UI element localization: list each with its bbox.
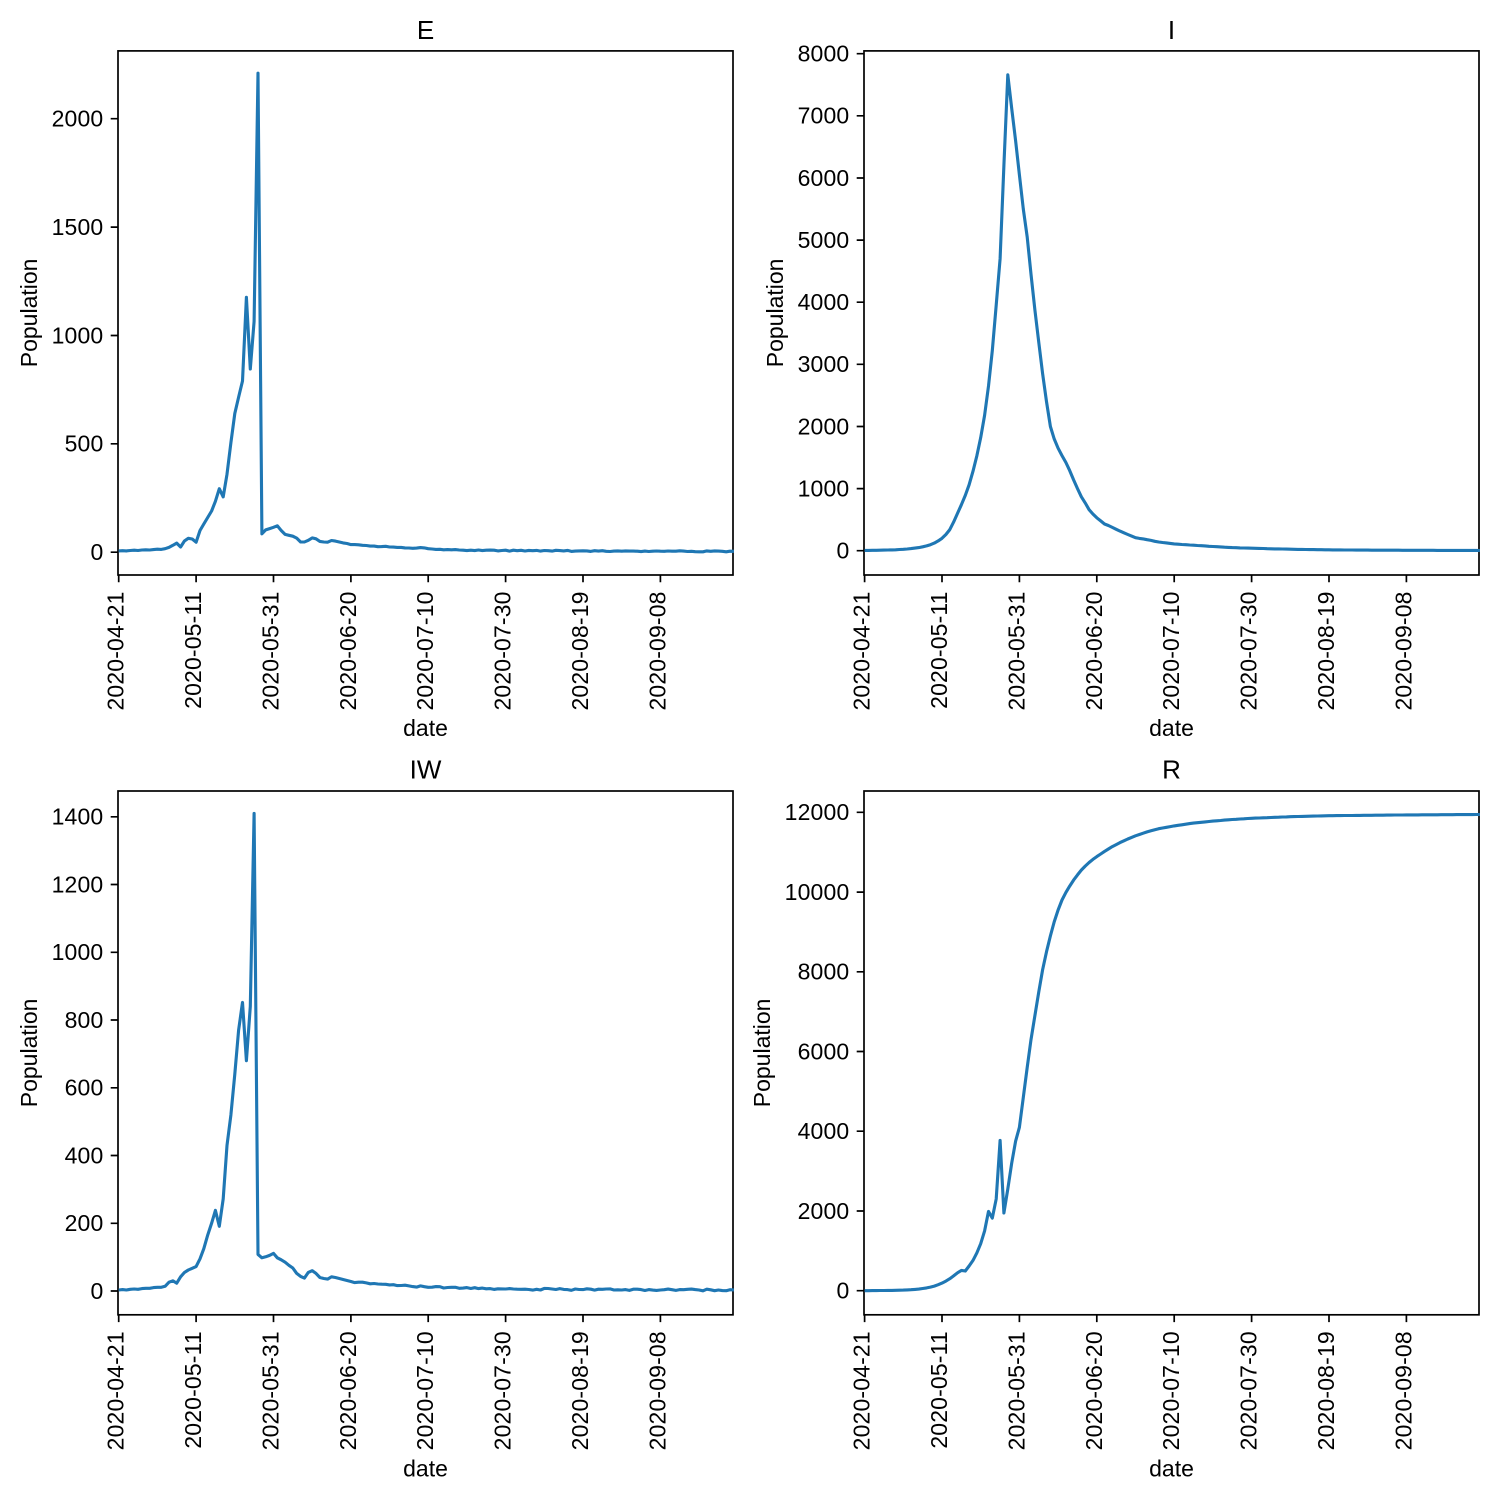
- svg-text:date: date: [403, 1455, 448, 1481]
- svg-text:2020-06-20: 2020-06-20: [335, 1331, 361, 1450]
- svg-text:4000: 4000: [798, 289, 850, 315]
- svg-text:6000: 6000: [798, 1038, 850, 1064]
- svg-text:Population: Population: [762, 259, 788, 368]
- svg-text:5000: 5000: [798, 227, 850, 253]
- svg-text:2020-04-21: 2020-04-21: [849, 591, 875, 710]
- svg-text:2020-08-19: 2020-08-19: [1313, 1331, 1339, 1450]
- svg-text:2020-04-21: 2020-04-21: [103, 1331, 129, 1450]
- svg-text:2020-07-10: 2020-07-10: [1158, 1331, 1184, 1450]
- svg-text:2020-05-31: 2020-05-31: [258, 1331, 284, 1450]
- svg-text:500: 500: [65, 431, 104, 457]
- svg-text:600: 600: [65, 1075, 104, 1101]
- svg-text:0: 0: [836, 1278, 849, 1304]
- svg-text:2020-05-11: 2020-05-11: [926, 591, 952, 708]
- svg-text:R: R: [1162, 754, 1181, 784]
- svg-text:12000: 12000: [785, 799, 850, 825]
- svg-text:8000: 8000: [798, 41, 850, 67]
- svg-text:2000: 2000: [52, 106, 104, 132]
- svg-text:1200: 1200: [52, 871, 104, 897]
- svg-text:2020-07-30: 2020-07-30: [1236, 1331, 1262, 1450]
- svg-text:2020-05-31: 2020-05-31: [1003, 1331, 1029, 1450]
- svg-text:2020-05-31: 2020-05-31: [258, 591, 284, 710]
- svg-text:8000: 8000: [798, 959, 850, 985]
- svg-text:4000: 4000: [798, 1118, 850, 1144]
- svg-text:2020-06-20: 2020-06-20: [1081, 591, 1107, 710]
- svg-text:800: 800: [65, 1007, 104, 1033]
- svg-text:400: 400: [65, 1142, 104, 1168]
- svg-text:1400: 1400: [52, 804, 104, 830]
- svg-text:6000: 6000: [798, 165, 850, 191]
- svg-text:2020-07-30: 2020-07-30: [490, 1331, 516, 1450]
- svg-text:1000: 1000: [798, 476, 850, 502]
- svg-text:1500: 1500: [52, 214, 104, 240]
- svg-text:2020-07-10: 2020-07-10: [1158, 591, 1184, 710]
- svg-text:0: 0: [836, 538, 849, 564]
- svg-text:date: date: [403, 715, 448, 741]
- svg-text:2020-07-10: 2020-07-10: [412, 1331, 438, 1450]
- svg-text:Population: Population: [16, 999, 42, 1108]
- svg-text:2020-07-30: 2020-07-30: [1236, 591, 1262, 710]
- svg-text:date: date: [1149, 1455, 1194, 1481]
- svg-text:date: date: [1149, 715, 1194, 741]
- svg-text:3000: 3000: [798, 351, 850, 377]
- svg-text:2020-04-21: 2020-04-21: [849, 1331, 875, 1450]
- svg-text:2020-07-30: 2020-07-30: [490, 591, 516, 710]
- svg-text:2020-05-11: 2020-05-11: [180, 591, 206, 708]
- svg-text:I: I: [1168, 15, 1175, 45]
- svg-text:1000: 1000: [52, 322, 104, 348]
- svg-text:1000: 1000: [52, 939, 104, 965]
- svg-text:2020-06-20: 2020-06-20: [335, 591, 361, 710]
- svg-text:2020-05-11: 2020-05-11: [180, 1331, 206, 1448]
- svg-text:2020-07-10: 2020-07-10: [412, 591, 438, 710]
- svg-text:Population: Population: [749, 999, 775, 1108]
- svg-text:0: 0: [90, 539, 103, 565]
- svg-text:2020-08-19: 2020-08-19: [1313, 591, 1339, 710]
- svg-text:10000: 10000: [785, 879, 850, 905]
- svg-text:2020-09-08: 2020-09-08: [644, 1331, 670, 1450]
- svg-text:2020-06-20: 2020-06-20: [1081, 1331, 1107, 1450]
- svg-text:Population: Population: [16, 259, 42, 368]
- svg-text:E: E: [417, 15, 434, 45]
- svg-text:2020-09-08: 2020-09-08: [644, 591, 670, 710]
- svg-text:2020-05-11: 2020-05-11: [926, 1331, 952, 1448]
- svg-text:7000: 7000: [798, 103, 850, 129]
- svg-text:2020-09-08: 2020-09-08: [1390, 1331, 1416, 1450]
- svg-text:2020-04-21: 2020-04-21: [103, 591, 129, 710]
- svg-text:2020-05-31: 2020-05-31: [1003, 591, 1029, 710]
- svg-text:0: 0: [90, 1278, 103, 1304]
- svg-text:2000: 2000: [798, 413, 850, 439]
- svg-text:2000: 2000: [798, 1198, 850, 1224]
- svg-text:2020-08-19: 2020-08-19: [567, 591, 593, 710]
- svg-text:2020-08-19: 2020-08-19: [567, 1331, 593, 1450]
- svg-text:2020-09-08: 2020-09-08: [1390, 591, 1416, 710]
- svg-text:200: 200: [65, 1210, 104, 1236]
- svg-text:IW: IW: [410, 754, 442, 784]
